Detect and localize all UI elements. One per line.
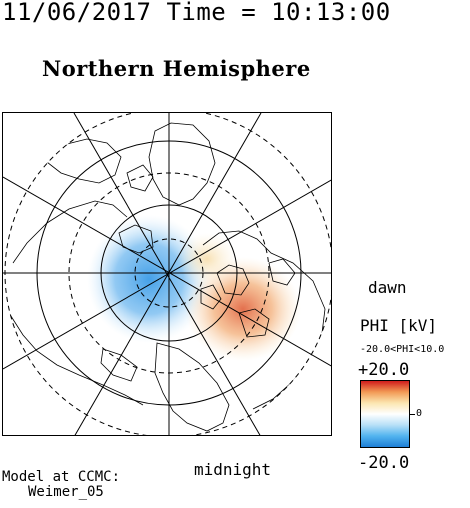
weak-positive-region xyxy=(177,233,237,285)
legend-title: PHI [kV] xyxy=(360,316,438,335)
date-time-title: 11/06/2017 Time = 10:13:00 xyxy=(2,0,391,26)
polar-map xyxy=(3,113,331,435)
midnight-label: midnight xyxy=(194,460,272,479)
model-credit-line1: Model at CCMC: xyxy=(2,469,121,485)
legend-max-label: +20.0 xyxy=(358,360,410,380)
colorbar-zero-tick xyxy=(410,414,415,415)
model-credit-line2: Weimer_05 xyxy=(28,484,104,500)
negative-potential-cell xyxy=(87,215,211,343)
dawn-label: dawn xyxy=(368,278,407,297)
legend-range: -20.0<PHI<10.0 xyxy=(360,344,445,355)
potential-pattern xyxy=(87,215,301,361)
meridians xyxy=(3,113,331,435)
colorbar-zero-label: 0 xyxy=(416,408,423,419)
legend-min-label: -20.0 xyxy=(358,453,410,473)
polar-map-frame xyxy=(2,112,332,436)
hemisphere-title: Northern Hemisphere xyxy=(42,56,311,81)
colorbar xyxy=(360,380,410,448)
